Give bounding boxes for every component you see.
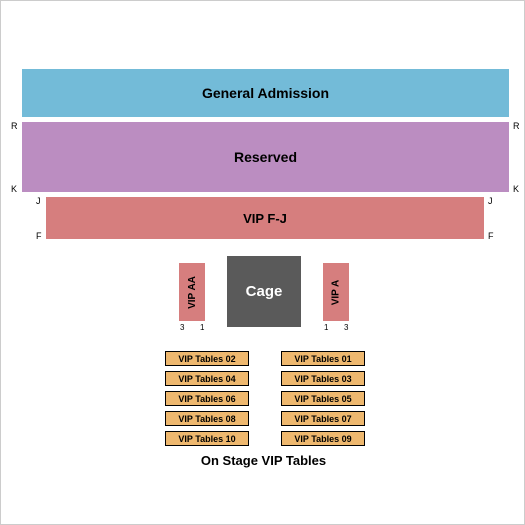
vip-table[interactable]: VIP Tables 05 [281, 391, 365, 406]
row-label: J [488, 196, 493, 206]
row-label: R [513, 121, 520, 131]
row-label: K [513, 184, 519, 194]
section-vip-fj[interactable]: VIP F-J [46, 197, 484, 239]
vip-table[interactable]: VIP Tables 04 [165, 371, 249, 386]
row-label: F [36, 231, 42, 241]
vip-table[interactable]: VIP Tables 10 [165, 431, 249, 446]
row-label: F [488, 231, 494, 241]
vip-table[interactable]: VIP Tables 09 [281, 431, 365, 446]
vip-table[interactable]: VIP Tables 06 [165, 391, 249, 406]
seat-label: 3 [180, 323, 184, 332]
section-vip-a[interactable]: VIP A [323, 263, 349, 321]
row-label: R [11, 121, 18, 131]
section-label: VIP AA [187, 276, 198, 309]
vip-table[interactable]: VIP Tables 08 [165, 411, 249, 426]
vip-table[interactable]: VIP Tables 02 [165, 351, 249, 366]
section-reserved[interactable]: Reserved [22, 122, 509, 192]
cage: Cage [227, 256, 301, 327]
vip-table[interactable]: VIP Tables 01 [281, 351, 365, 366]
vip-table[interactable]: VIP Tables 07 [281, 411, 365, 426]
seat-label: 3 [344, 323, 348, 332]
seating-chart: General Admission Reserved R R K K VIP F… [0, 0, 525, 525]
footer-label: On Stage VIP Tables [1, 453, 525, 468]
section-vip-aa[interactable]: VIP AA [179, 263, 205, 321]
seat-label: 1 [200, 323, 204, 332]
row-label: J [36, 196, 41, 206]
section-label: VIP A [330, 279, 341, 305]
row-label: K [11, 184, 17, 194]
section-general-admission[interactable]: General Admission [22, 69, 509, 117]
seat-label: 1 [324, 323, 328, 332]
vip-table[interactable]: VIP Tables 03 [281, 371, 365, 386]
